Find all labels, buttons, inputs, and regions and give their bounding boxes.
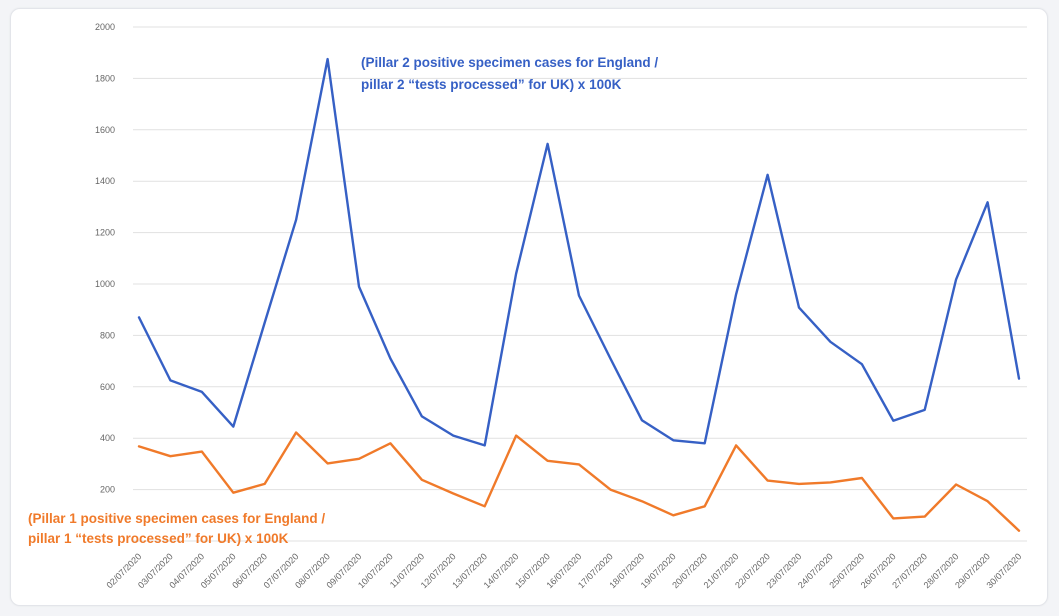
series-line-pillar-2 <box>137 57 1021 447</box>
gridlines <box>133 26 1027 542</box>
series-line-pillar-1 <box>137 431 1021 532</box>
y-tick-label: 800 <box>100 330 115 340</box>
y-tick-label: 1800 <box>95 73 115 83</box>
y-tick-label: 1200 <box>95 228 115 238</box>
y-tick-label: 200 <box>100 485 115 495</box>
chart-frame: 200 400 600 800 1000 1200 1400 1600 1800 2000 02/… <box>10 8 1048 606</box>
line-chart: 200 400 600 800 1000 1200 1400 1600 1800 2000 02/… <box>28 22 1027 590</box>
y-tick-label: 1400 <box>95 176 115 186</box>
y-tick-label: 400 <box>100 433 115 443</box>
annotation-pillar-1-line-1: (Pillar 1 positive specimen cases for En… <box>28 511 325 526</box>
y-tick-label: 1600 <box>95 125 115 135</box>
y-tick-label: 600 <box>100 382 115 392</box>
y-tick-label: 2000 <box>95 22 115 32</box>
annotation-pillar-2-line-2: pillar 2 “tests processed” for UK) x 100… <box>361 77 622 92</box>
x-axis-ticks: 02/07/202003/07/202004/07/202005/07/2020… <box>104 551 1023 590</box>
series-lines <box>137 57 1021 532</box>
y-axis-ticks: 200 400 600 800 1000 1200 1400 1600 1800 2000 <box>95 22 115 495</box>
y-tick-label: 1000 <box>95 279 115 289</box>
annotation-pillar-2-line-1: (Pillar 2 positive specimen cases for En… <box>361 55 658 70</box>
annotation-pillar-1-line-2: pillar 1 “tests processed” for UK) x 100… <box>28 531 289 546</box>
